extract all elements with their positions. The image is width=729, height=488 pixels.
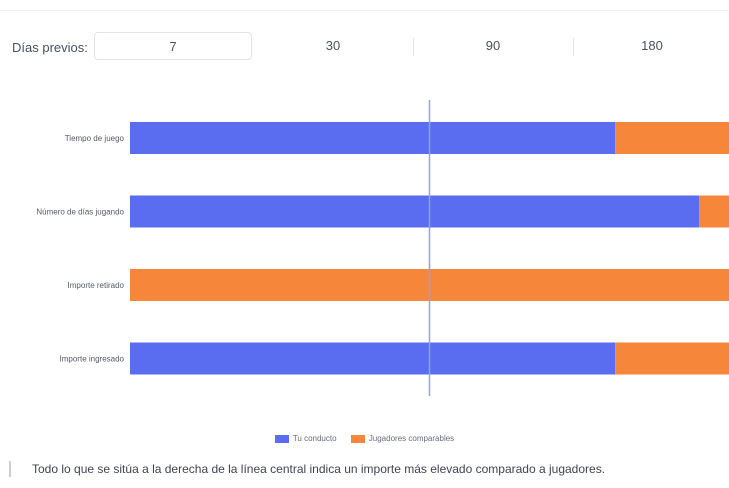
footer-note: Todo lo que se sitúa a la derecha de la … (32, 462, 606, 476)
bar-tu-conducto-numero-de-dias-jugando (130, 195, 700, 228)
period-filter: Días previos: 7 30 90 180 (0, 32, 729, 64)
bar-jugadores-comparables-tiempo-de-juego (615, 122, 729, 154)
top-divider (0, 10, 729, 11)
legend-swatch-tu-conducto (274, 435, 289, 444)
chart-legend: Tu conducto Jugadores comparables (0, 434, 729, 448)
bar-tu-conducto-importe-ingresado (130, 342, 616, 375)
period-option-30[interactable]: 30 (325, 38, 341, 53)
footer-accent-bar (9, 461, 11, 477)
bar-tu-conducto-tiempo-de-juego (130, 122, 616, 154)
period-option-180[interactable]: 180 (641, 38, 663, 53)
legend-label-jugadores-comparables: Jugadores comparables (368, 434, 455, 444)
comparison-chart: Tiempo de juego Número de días jugando Imp… (0, 88, 729, 428)
period-divider (413, 38, 414, 56)
period-divider (573, 38, 574, 56)
legend-swatch-jugadores-comparables (350, 435, 365, 444)
category-label-numero-de-dias-jugando: Número de días jugando (36, 208, 124, 217)
period-filter-label: Días previos: (12, 40, 88, 55)
category-label-tiempo-de-juego: Tiempo de juego (65, 134, 125, 143)
legend-item-tu-conducto: Tu conducto (274, 434, 337, 444)
comparison-chart-svg: Tiempo de juego Número de días jugando Imp… (36, 100, 729, 396)
bar-jugadores-comparables-importe-ingresado (615, 342, 729, 375)
legend-label-tu-conducto: Tu conducto (292, 434, 337, 444)
period-option-7[interactable]: 7 (94, 32, 252, 60)
bar-jugadores-comparables-numero-de-dias-jugando (699, 195, 729, 228)
period-option-90[interactable]: 90 (485, 38, 501, 53)
category-label-importe-retirado: Importe retirado (68, 281, 125, 290)
category-label-importe-ingresado: Importe ingresado (60, 355, 125, 364)
legend-item-jugadores-comparables: Jugadores comparables (350, 434, 455, 444)
